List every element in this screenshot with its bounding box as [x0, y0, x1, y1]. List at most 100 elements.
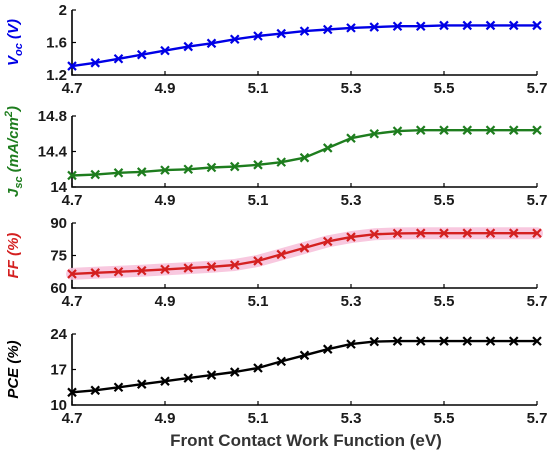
- data-point-marker: [508, 125, 519, 135]
- x-tick-label: 5.3: [341, 80, 362, 97]
- data-point-marker: [253, 256, 263, 266]
- y-tick-label: 14: [50, 179, 67, 196]
- data-point-marker: [462, 228, 473, 238]
- data-point-marker: [67, 170, 77, 181]
- data-point-marker: [113, 266, 124, 277]
- y-tick-label: 90: [50, 215, 67, 232]
- x-tick-label: 4.7: [62, 293, 83, 310]
- data-point-marker: [183, 41, 194, 52]
- y-tick-label: 10: [50, 397, 67, 414]
- data-point-marker: [346, 232, 356, 242]
- x-tick-label: 5.7: [527, 410, 548, 427]
- series-line: [71, 129, 537, 177]
- y-axis-label: Voc (V): [5, 19, 25, 66]
- data-point-marker: [253, 363, 263, 373]
- panel-4: 4.7 4.9 5.1 5.3 5.5 5.7 10 17 24 PCE (%): [5, 326, 547, 427]
- data-point-marker: [160, 376, 170, 386]
- x-tick-label: 5.7: [527, 192, 548, 209]
- x-tick-label: 5.1: [248, 80, 269, 97]
- data-point-marker: [346, 339, 356, 349]
- x-tick-label: 5.3: [341, 410, 362, 427]
- y-tick-label: 1.2: [46, 67, 67, 84]
- panel-1: 4.7 4.9 5.1 5.3 5.5 5.7 1.2 1.6 2 Voc (V): [5, 2, 547, 97]
- data-point-marker: [532, 20, 542, 31]
- data-point-marker: [160, 165, 170, 175]
- data-point-marker: [485, 336, 496, 346]
- data-point-marker: [485, 125, 496, 135]
- data-point-marker: [183, 263, 194, 273]
- data-point-marker: [439, 20, 449, 31]
- x-tick-label: 4.9: [155, 80, 176, 97]
- data-point-marker: [90, 268, 101, 278]
- series-line-glow: [66, 227, 543, 280]
- data-point-marker: [462, 336, 473, 346]
- data-point-marker: [299, 26, 310, 36]
- data-point-marker: [415, 125, 426, 135]
- y-tick-label: 14.8: [38, 108, 67, 125]
- data-point-marker: [229, 161, 240, 172]
- x-tick-label: 5.5: [434, 80, 455, 97]
- x-tick-label: 5.1: [248, 192, 269, 209]
- data-point-marker: [462, 20, 473, 31]
- x-tick-label: 5.5: [434, 410, 455, 427]
- y-axis-label: FF (%): [5, 233, 22, 279]
- data-point-marker: [90, 169, 101, 180]
- y-tick-label: 60: [50, 280, 67, 297]
- data-point-marker: [67, 61, 77, 71]
- data-point-marker: [322, 344, 333, 354]
- x-tick-label: 5.7: [527, 80, 548, 97]
- data-point-marker: [113, 53, 124, 64]
- data-point-marker: [136, 49, 147, 60]
- data-point-marker: [253, 31, 263, 41]
- x-tick-label: 4.7: [62, 80, 83, 97]
- x-tick-label: 4.7: [62, 410, 83, 427]
- y-tick-label: 17: [50, 362, 67, 379]
- data-point-marker: [136, 167, 147, 177]
- data-point-marker: [415, 21, 426, 32]
- data-point-marker: [346, 23, 356, 33]
- x-tick-label: 5.5: [434, 293, 455, 310]
- data-point-marker: [462, 125, 473, 135]
- y-tick-label: 24: [50, 326, 67, 343]
- data-point-marker: [392, 126, 403, 136]
- panel-4-axes: [71, 334, 537, 406]
- data-point-marker: [392, 336, 403, 346]
- data-point-marker: [369, 22, 380, 32]
- y-axis-label: Jsc (mA/cm2): [3, 106, 25, 197]
- panel-2-axes: [71, 116, 537, 188]
- x-tick-label: 4.7: [62, 192, 83, 209]
- data-point-marker: [160, 264, 170, 275]
- y-tick-label: 2: [59, 2, 67, 19]
- x-tick-label: 5.1: [248, 410, 269, 427]
- data-point-marker: [415, 228, 426, 238]
- data-point-marker: [346, 133, 356, 143]
- data-point-marker: [439, 125, 449, 135]
- data-point-marker: [183, 164, 194, 175]
- x-tick-label: 5.3: [341, 293, 362, 310]
- x-tick-label: 5.1: [248, 293, 269, 310]
- data-point-marker: [299, 350, 310, 361]
- data-point-marker: [322, 236, 333, 247]
- data-point-marker: [113, 382, 124, 393]
- x-tick-label: 5.5: [434, 192, 455, 209]
- panel-3: 4.7 4.9 5.1 5.3 5.5 5.7 60 75 90 FF (%): [5, 215, 547, 310]
- data-point-marker: [276, 249, 287, 260]
- panel-1-axes: [71, 10, 537, 76]
- data-point-marker: [160, 45, 170, 56]
- data-point-marker: [485, 20, 496, 31]
- x-tick-label: 4.9: [155, 192, 176, 209]
- data-point-marker: [485, 228, 496, 238]
- data-point-marker: [206, 370, 217, 380]
- data-point-marker: [322, 24, 333, 35]
- data-point-marker: [136, 379, 147, 389]
- x-tick-label: 4.9: [155, 410, 176, 427]
- x-axis-label: Front Contact Work Function (eV): [170, 431, 442, 450]
- data-point-marker: [276, 157, 287, 167]
- data-point-marker: [206, 261, 217, 272]
- x-tick-label: 4.9: [155, 293, 176, 310]
- data-point-marker: [508, 336, 519, 346]
- data-point-marker: [532, 228, 542, 238]
- data-point-marker: [439, 228, 449, 238]
